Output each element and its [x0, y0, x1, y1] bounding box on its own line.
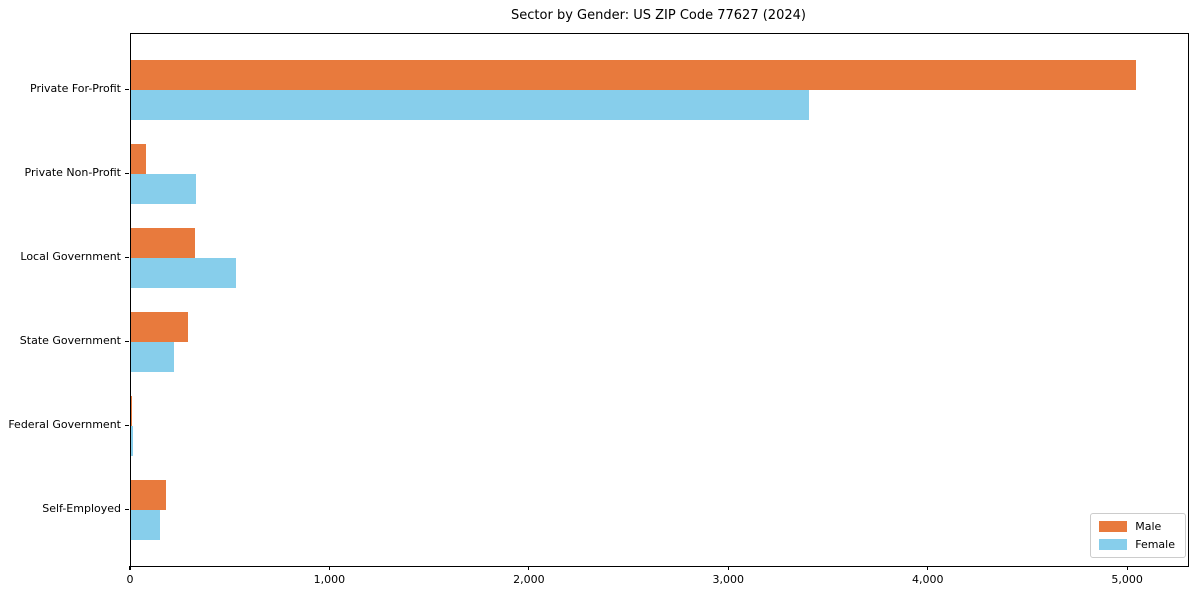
bar-female-4 [131, 342, 174, 372]
bar-male-1 [131, 60, 1137, 90]
x-tick-label: 0 [126, 573, 134, 586]
x-tick-mark [528, 566, 530, 571]
y-tick-mark [125, 172, 129, 174]
x-tick-label: 3,000 [712, 573, 745, 586]
chart-title: Sector by Gender: US ZIP Code 77627 (202… [511, 8, 806, 23]
bar-male-6 [131, 480, 166, 510]
y-tick-mark [125, 508, 129, 510]
bar-female-5 [131, 426, 134, 456]
y-tick-label: Private Non-Profit [24, 166, 121, 179]
x-tick-label: 4,000 [911, 573, 944, 586]
bar-female-3 [131, 258, 236, 288]
y-tick-label: Private For-Profit [30, 82, 121, 95]
bar-male-3 [131, 228, 195, 258]
y-tick-label: State Government [19, 334, 121, 347]
x-tick-label: 2,000 [513, 573, 545, 586]
y-tick-label: Local Government [20, 250, 121, 263]
y-tick-mark [125, 340, 129, 342]
plot-area: Male Female [130, 33, 1189, 567]
legend-label-male: Male [1135, 520, 1162, 533]
bar-male-4 [131, 312, 188, 342]
legend: Male Female [1090, 513, 1186, 558]
x-tick-mark [328, 566, 331, 571]
male-color-swatch [1099, 521, 1128, 532]
x-tick-mark [1126, 566, 1128, 571]
bar-female-6 [131, 510, 160, 540]
x-tick-mark [129, 566, 131, 571]
bar-female-2 [131, 174, 196, 204]
y-tick-label: Self-Employed [42, 502, 121, 515]
bar-male-2 [131, 144, 146, 174]
female-color-swatch [1099, 539, 1128, 550]
x-tick-label: 1,000 [313, 573, 346, 586]
y-tick-mark [125, 256, 129, 258]
x-tick-mark [927, 566, 929, 571]
legend-item-female: Female [1099, 538, 1175, 551]
y-tick-mark [125, 424, 129, 426]
x-tick-label: 5,000 [1111, 573, 1143, 586]
x-tick-mark [727, 566, 729, 571]
y-tick-label: Federal Government [8, 418, 121, 431]
bar-female-1 [131, 90, 810, 120]
legend-label-female: Female [1135, 538, 1175, 551]
legend-item-male: Male [1099, 520, 1175, 533]
bar-male-5 [131, 396, 132, 426]
y-tick-mark [125, 88, 129, 90]
